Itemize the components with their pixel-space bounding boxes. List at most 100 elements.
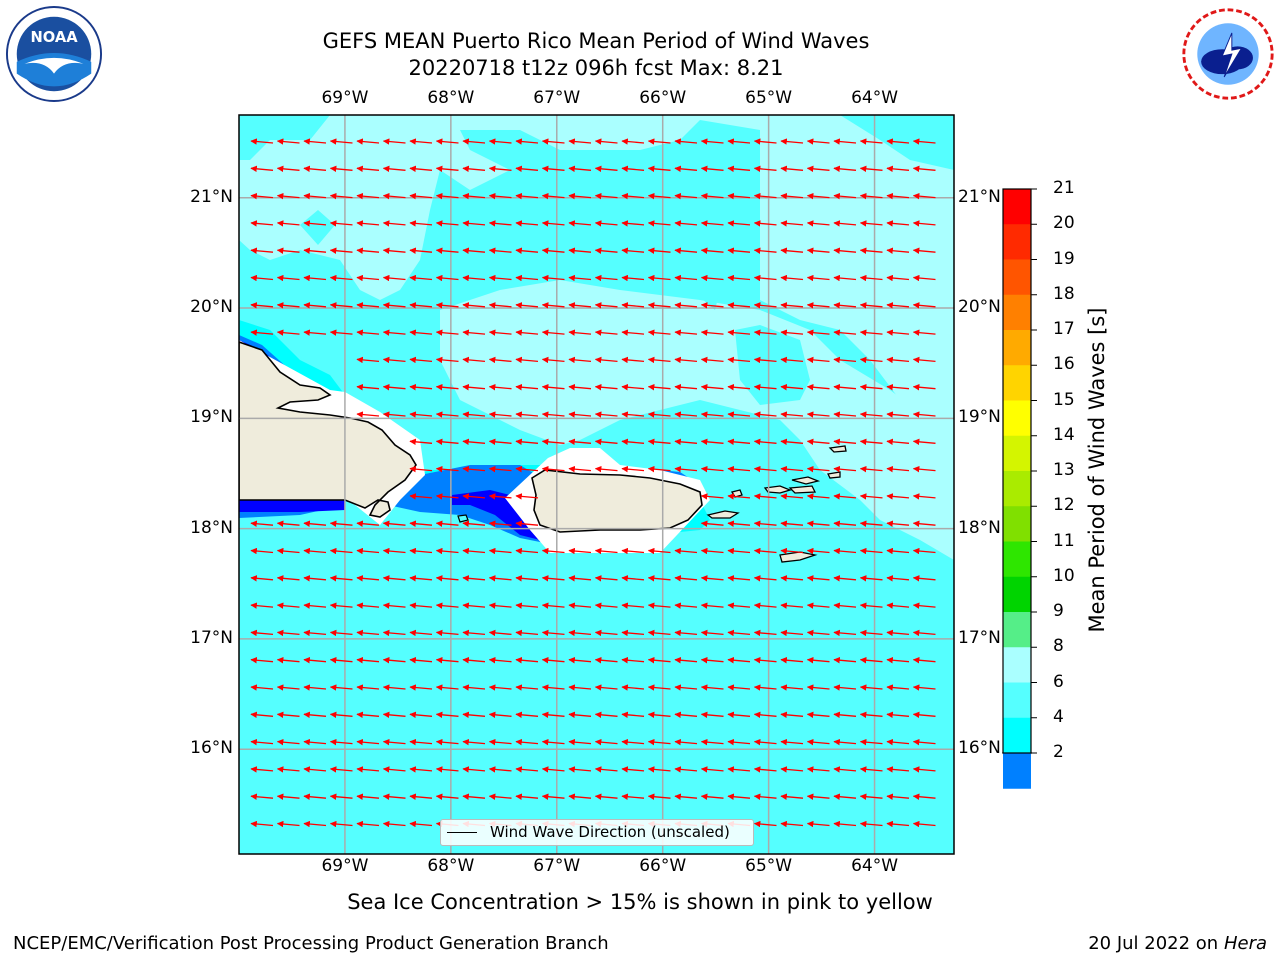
wind-arrow [780, 165, 804, 173]
wind-arrow [276, 793, 300, 800]
wind-arrow [674, 575, 698, 582]
wind-arrow [833, 383, 857, 391]
colorbar-segment [1003, 189, 1031, 225]
lon-label-bottom: 68°W [427, 856, 475, 876]
wind-arrow [753, 520, 777, 527]
wind-arrow [859, 575, 883, 582]
colorbar-segment [1003, 506, 1031, 542]
wind-arrow [515, 547, 539, 555]
wind-arrow [276, 520, 300, 527]
wind-arrow [727, 356, 751, 364]
wind-arrow [753, 411, 777, 418]
wind-arrow [435, 302, 459, 309]
wind-arrow [621, 302, 645, 309]
wind-arrow [621, 738, 645, 746]
wind-arrow [435, 793, 459, 800]
wind-arrow [621, 684, 645, 691]
wind-arrow [515, 602, 539, 609]
wind-arrow [700, 220, 724, 227]
wind-arrow [859, 247, 883, 254]
wind-arrow [329, 684, 353, 691]
wind-arrow [488, 411, 512, 418]
wind-arrow [568, 247, 592, 254]
hispaniola-land [239, 341, 417, 518]
wind-arrow [515, 138, 539, 145]
wind-arrow [303, 220, 327, 227]
wind-arrow [382, 766, 406, 773]
wind-arrow [912, 274, 936, 282]
wind-arrow [303, 192, 327, 200]
wind-arrow [382, 220, 406, 227]
wind-arrow [568, 684, 592, 691]
wind-arrow [621, 247, 645, 254]
wind-arrow [621, 138, 645, 145]
wind-arrow [647, 465, 671, 473]
wind-arrow [594, 766, 618, 773]
wind-arrow [700, 274, 724, 282]
wind-arrow [859, 192, 883, 200]
lon-label-top: 65°W [745, 88, 793, 108]
wind-arrow [833, 411, 857, 418]
wind-arrow [621, 656, 645, 664]
colorbar-tick-label: 14 [1053, 424, 1075, 445]
wind-arrow [700, 711, 724, 719]
wind-arrow [329, 138, 353, 145]
colorbar-tick-label: 12 [1053, 495, 1075, 516]
wind-arrow [806, 383, 830, 391]
wind-arrow [859, 274, 883, 282]
wind-arrow [833, 274, 857, 282]
wind-arrow [303, 629, 327, 637]
wind-arrow [568, 220, 592, 227]
wind-arrow [727, 138, 751, 145]
wind-arrow [753, 383, 777, 391]
wind-arrow [329, 329, 353, 336]
wind-arrow [753, 820, 777, 828]
wind-arrow [859, 766, 883, 773]
wind-arrow [435, 766, 459, 773]
wind-arrow [621, 192, 645, 200]
wind-arrow [806, 138, 830, 145]
wind-arrow [276, 138, 300, 145]
wind-arrow [250, 165, 274, 173]
wind-arrow [833, 192, 857, 200]
wind-arrow [462, 684, 486, 691]
colorbar-segment [1003, 224, 1031, 260]
wind-arrow [276, 302, 300, 309]
wind-arrow [912, 329, 936, 336]
lat-label-right: 16°N [958, 738, 1001, 759]
colorbar-tick-label: 6 [1053, 671, 1064, 692]
wind-arrow [700, 138, 724, 145]
wind-arrow [700, 766, 724, 773]
wind-arrow [700, 438, 724, 446]
wind-arrow [382, 247, 406, 254]
wind-arrow [912, 656, 936, 664]
wind-arrow [382, 356, 406, 364]
lat-label-left: 16°N [190, 738, 233, 759]
wind-arrow [515, 793, 539, 800]
colorbar-segment [1003, 294, 1031, 331]
wind-arrow [250, 738, 274, 746]
wind-arrow [435, 629, 459, 637]
wind-arrow [329, 629, 353, 637]
wind-arrow [806, 356, 830, 364]
lat-label-right: 21°N [958, 186, 1001, 207]
wind-arrow [833, 520, 857, 527]
colorbar-tick-label: 8 [1053, 636, 1064, 657]
wind-arrow [859, 738, 883, 746]
wind-arrow [409, 793, 433, 800]
wind-arrow [488, 438, 512, 446]
wind-arrow [541, 793, 565, 800]
wind-arrow [886, 247, 910, 254]
wind-arrow [647, 274, 671, 282]
wind-arrow [727, 547, 751, 555]
wind-arrow [674, 629, 698, 637]
wind-arrow [303, 520, 327, 527]
wind-arrow [674, 356, 698, 364]
wind-arrow [753, 738, 777, 746]
wind-arrow [329, 656, 353, 664]
wind-arrow [409, 165, 433, 173]
wind-arrow [674, 738, 698, 746]
wind-arrow [356, 738, 380, 746]
colorbar-tick-label: 10 [1053, 565, 1075, 586]
wind-arrow [409, 438, 433, 446]
